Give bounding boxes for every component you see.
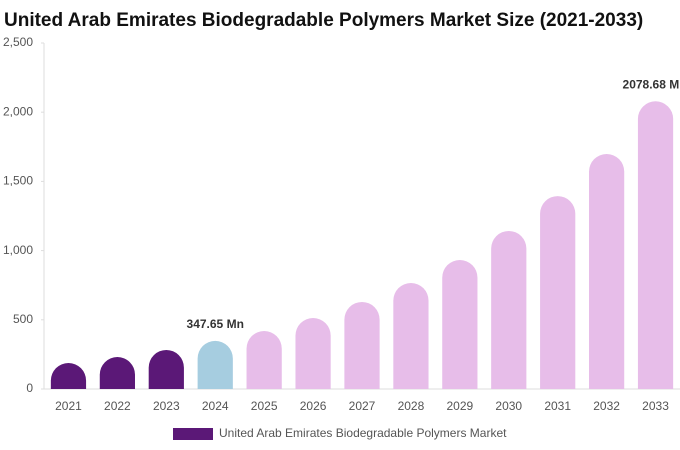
x-tick-label: 2030	[495, 399, 522, 413]
x-tick-label: 2023	[153, 399, 180, 413]
bar	[589, 153, 625, 389]
bar	[295, 318, 331, 389]
x-tick-label: 2021	[55, 399, 82, 413]
legend-label: United Arab Emirates Biodegradable Polym…	[219, 426, 507, 440]
x-tick-label: 2022	[104, 399, 131, 413]
bar	[344, 301, 380, 389]
chart-title: United Arab Emirates Biodegradable Polym…	[4, 10, 643, 31]
x-tick-label: 2026	[300, 399, 327, 413]
y-tick-label: 0	[26, 381, 33, 395]
y-tick-label: 2,500	[3, 35, 33, 49]
x-tick-label: 2032	[593, 399, 620, 413]
y-tick-label: 1,000	[3, 243, 33, 257]
bar	[442, 260, 478, 389]
bar	[637, 101, 674, 389]
y-tick-label: 1,500	[3, 174, 33, 188]
bar	[491, 230, 527, 389]
bar	[197, 340, 233, 389]
y-tick-label: 500	[13, 312, 33, 326]
x-tick-label: 2027	[349, 399, 376, 413]
bar	[393, 282, 429, 389]
x-tick-label: 2024	[202, 399, 229, 413]
x-tick-label: 2031	[544, 399, 571, 413]
bar	[148, 349, 184, 389]
bar	[50, 362, 87, 389]
value-label: 347.65 Mn	[187, 317, 244, 331]
bar	[246, 331, 282, 389]
y-tick-label: 2,000	[3, 104, 33, 118]
value-label: 2078.68 Mn	[623, 77, 680, 91]
x-tick-label: 2033	[642, 399, 669, 413]
bar	[99, 357, 135, 389]
x-tick-label: 2028	[398, 399, 425, 413]
x-tick-label: 2029	[446, 399, 473, 413]
legend-swatch	[173, 428, 213, 440]
x-tick-label: 2025	[251, 399, 278, 413]
bar	[540, 196, 576, 389]
